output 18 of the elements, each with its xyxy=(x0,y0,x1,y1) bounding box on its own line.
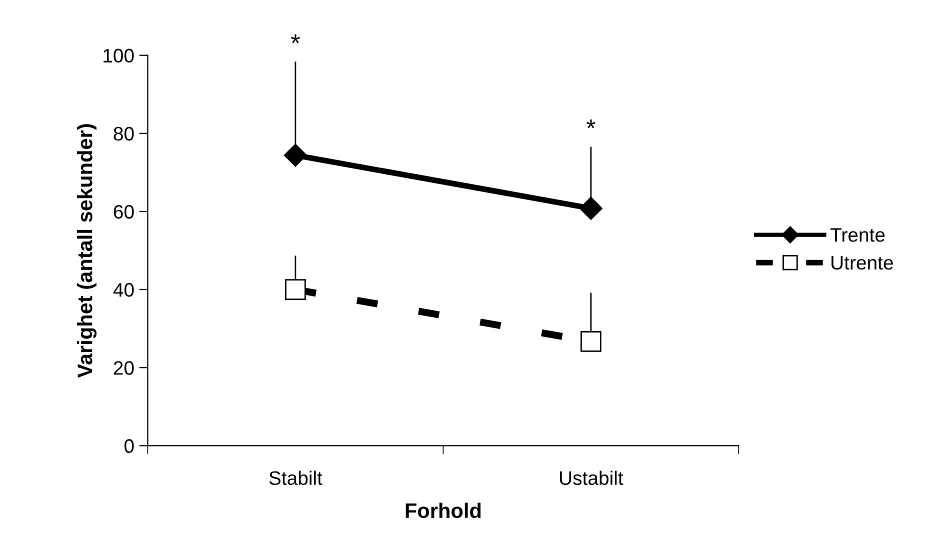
point xyxy=(580,331,602,352)
legend-label: Trente xyxy=(830,228,885,242)
y-axis-title: Varighet (antall sekunder) xyxy=(77,124,97,378)
point xyxy=(285,279,306,300)
y-tick-label: 20 xyxy=(114,361,134,375)
point xyxy=(284,144,307,167)
y-tick-label: 40 xyxy=(113,283,134,297)
y-tick-label: 100 xyxy=(104,48,134,63)
x-tick-label: Ustabilt xyxy=(560,470,624,485)
legend-label: Utrente xyxy=(832,256,893,270)
y-tick-label: 0 xyxy=(124,439,134,453)
y-tick-label: 80 xyxy=(114,126,134,141)
x-axis-title: Forhold xyxy=(406,502,481,518)
x-tick-label: Stabilt xyxy=(269,470,322,485)
annotation: * xyxy=(586,120,596,128)
point xyxy=(579,196,602,220)
y-tick-label: 60 xyxy=(114,204,134,219)
text: * xyxy=(290,34,300,44)
